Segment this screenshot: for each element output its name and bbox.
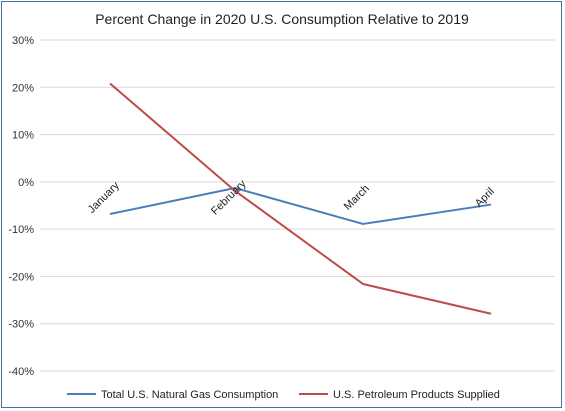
category-label: April (473, 186, 497, 210)
y-tick-label: -20% (8, 271, 34, 283)
y-tick-label: 20% (12, 82, 34, 94)
petroleum-series-line (109, 82, 492, 315)
gridlines (40, 39, 555, 372)
legend-label: Total U.S. Natural Gas Consumption (101, 389, 278, 401)
y-tick-label: 0% (18, 177, 34, 189)
legend-label: U.S. Petroleum Products Supplied (333, 389, 500, 401)
y-tick-label: -30% (8, 319, 34, 331)
y-tick-label: -40% (8, 366, 34, 378)
series-lines (109, 82, 492, 315)
y-tick-label: 10% (12, 130, 34, 142)
category-label: March (342, 183, 372, 213)
y-tick-label: -10% (8, 224, 34, 236)
y-tick-label: 30% (12, 35, 34, 47)
y-axis-tick-labels: 30% 20% 10% 0% -10% -20% -30% -40% (8, 35, 34, 378)
category-labels: January February March April (86, 178, 497, 218)
legend: Total U.S. Natural Gas Consumption U.S. P… (67, 389, 500, 401)
category-label: January (86, 179, 123, 216)
natural-gas-series-line (109, 187, 492, 225)
chart-title: Percent Change in 2020 U.S. Consumption … (95, 11, 469, 27)
